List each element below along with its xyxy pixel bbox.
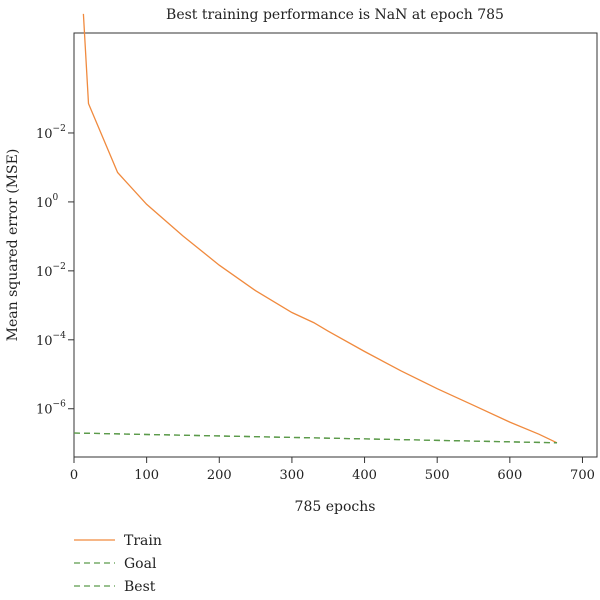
x-tick-label: 700	[570, 468, 595, 483]
x-tick-label: 0	[70, 468, 78, 483]
x-tick-label: 500	[425, 468, 450, 483]
y-axis-label: Mean squared error (MSE)	[5, 149, 21, 342]
plot-frame	[73, 32, 598, 458]
x-tick-label: 600	[497, 468, 522, 483]
y-tick-label: 100	[36, 193, 59, 211]
x-tick-label: 100	[134, 468, 159, 483]
x-tick-label: 300	[280, 468, 305, 483]
y-tick-label: 10−2	[36, 262, 66, 280]
y-tick-label: 10−2	[36, 124, 66, 142]
series-lines	[73, 13, 558, 444]
y-tick-label: 10−6	[36, 400, 66, 418]
series-line-best	[73, 432, 558, 444]
y-axis-ticks: 10−2 100 10−2 10−4 10−6	[36, 124, 74, 418]
x-tick-label: 200	[207, 468, 232, 483]
y-tick-label: 10−4	[36, 331, 66, 349]
x-tick-label: 400	[352, 468, 377, 483]
legend: Train Goal Best	[74, 533, 162, 595]
x-axis-label: 785 epochs	[295, 499, 376, 515]
legend-label-goal: Goal	[124, 556, 157, 572]
legend-label-best: Best	[124, 579, 156, 595]
chart-title: Best training performance is NaN at epoc…	[166, 7, 504, 23]
legend-label-train: Train	[124, 533, 162, 549]
x-axis-ticks: 0 100 200 300 400 500 600 700	[70, 457, 595, 483]
series-line-train	[82, 13, 558, 444]
